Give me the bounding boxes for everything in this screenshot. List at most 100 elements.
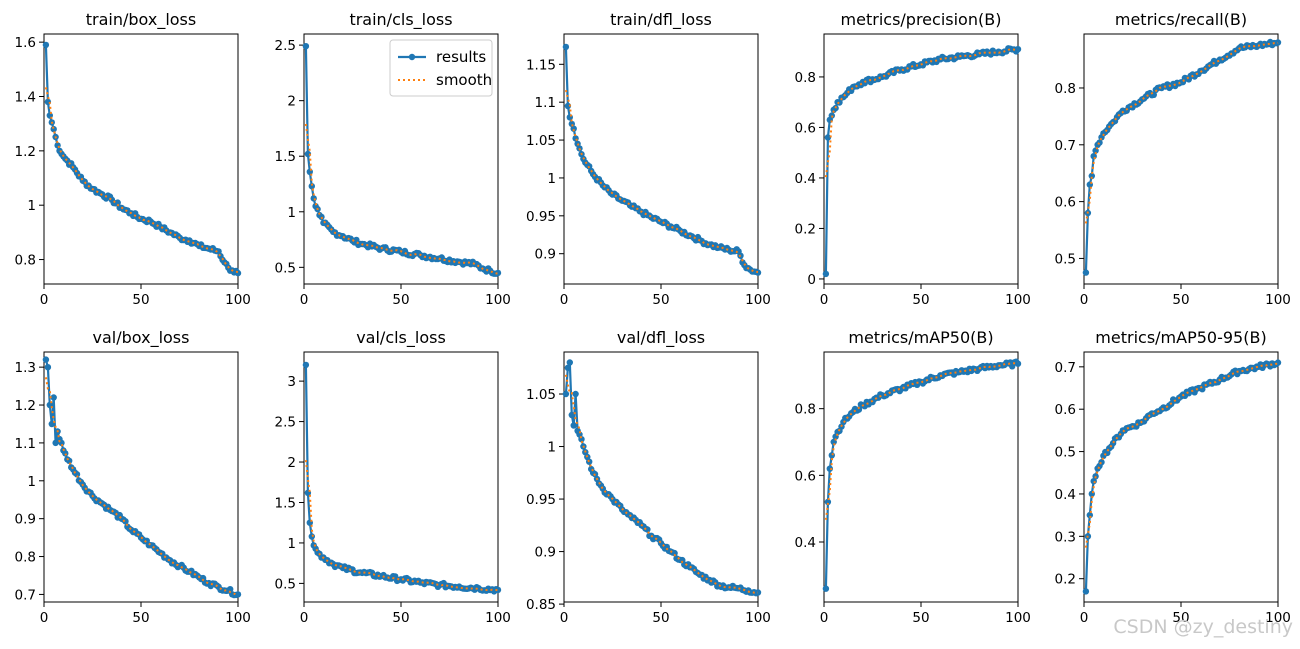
y-tick-label: 2.5 <box>275 38 296 54</box>
y-tick-label: 0.3 <box>1055 529 1076 545</box>
results-point <box>824 498 832 506</box>
results-point <box>234 591 242 598</box>
results-point <box>1014 46 1022 53</box>
x-tick-label: 100 <box>225 292 251 308</box>
smooth-line <box>44 377 239 596</box>
y-tick-label: 0.4 <box>795 171 816 187</box>
legend-results-marker <box>408 53 416 61</box>
results-point <box>234 269 242 277</box>
y-tick-label: 0.95 <box>526 492 556 508</box>
axes-frame <box>1083 33 1279 285</box>
smooth-line <box>44 87 239 274</box>
subplot-9: metrics/mAP50(B) 0 50 100 0.4 0.6 0.8 <box>795 328 1031 626</box>
y-tick-label: 0.9 <box>15 512 36 528</box>
results-point <box>318 213 325 221</box>
y-tick-label: 1 <box>547 440 556 456</box>
x-tick-label: 50 <box>1172 610 1189 626</box>
legend-box <box>389 39 493 97</box>
axes-frame <box>823 33 1019 285</box>
y-tick-label: 1.3 <box>15 360 36 376</box>
y-tick-label: 0.7 <box>1055 138 1076 154</box>
smooth-line <box>1084 41 1279 224</box>
smooth-line <box>304 459 499 592</box>
results-point <box>855 406 863 413</box>
results-point <box>308 533 315 540</box>
y-tick-label: 0.2 <box>1055 572 1076 588</box>
x-tick-label: 50 <box>652 610 669 626</box>
results-point <box>671 549 678 557</box>
subplot-8: val/dfl_loss 0 50 100 0.85 0.9 0.95 1 1.05 <box>526 328 771 626</box>
y-tick-label: 1.05 <box>526 387 556 403</box>
x-tick-label: 0 <box>300 610 309 626</box>
x-tick-label: 100 <box>745 610 771 626</box>
results-point <box>822 585 830 592</box>
legend: results smooth <box>389 39 493 97</box>
x-tick-label: 0 <box>40 292 49 308</box>
y-tick-label: 0.5 <box>275 576 296 592</box>
x-tick-label: 50 <box>1172 292 1189 308</box>
legend-results-label: results <box>436 48 486 66</box>
y-tick-label: 0.6 <box>795 120 816 136</box>
y-tick-label: 1.6 <box>15 35 36 51</box>
results-point <box>114 199 121 206</box>
y-tick-label: 0.8 <box>1055 81 1076 97</box>
results-point <box>562 390 570 398</box>
x-tick-label: 100 <box>1005 610 1031 626</box>
y-tick-label: 0.4 <box>1055 487 1076 503</box>
results-point <box>302 361 310 369</box>
results-line <box>1084 40 1279 273</box>
results-line <box>44 359 239 597</box>
subplot-5: metrics/recall(B) 0 50 100 0.5 0.6 0.7 0.8 <box>1055 10 1291 308</box>
x-tick-label: 50 <box>912 292 929 308</box>
results-line <box>304 364 499 594</box>
results-line <box>824 47 1019 274</box>
results-point <box>562 43 570 51</box>
y-tick-label: 0.8 <box>15 253 36 269</box>
results-point <box>494 269 502 277</box>
y-tick-label: 3 <box>287 374 296 390</box>
results-point <box>828 452 835 459</box>
y-tick-label: 0.6 <box>1055 402 1076 418</box>
y-tick-label: 0.8 <box>15 550 36 566</box>
results-point <box>1274 39 1282 46</box>
results-point <box>308 183 315 190</box>
x-tick-label: 50 <box>652 292 669 308</box>
y-tick-label: 2.5 <box>275 415 296 431</box>
results-point <box>1082 588 1090 595</box>
x-tick-label: 100 <box>745 292 771 308</box>
smooth-line <box>304 123 499 275</box>
x-tick-label: 50 <box>132 292 149 308</box>
smooth-line <box>564 374 758 594</box>
x-tick-label: 0 <box>820 610 829 626</box>
y-tick-label: 0.2 <box>795 221 816 237</box>
y-tick-label: 1.2 <box>15 144 36 160</box>
x-tick-label: 0 <box>1080 610 1089 626</box>
legend-smooth-label: smooth <box>436 71 492 89</box>
results-point <box>42 41 50 49</box>
axes-frame <box>563 351 759 603</box>
y-tick-label: 1.05 <box>526 133 556 149</box>
subplot-title: metrics/precision(B) <box>841 10 1002 29</box>
results-point <box>826 465 833 472</box>
x-tick-label: 100 <box>1265 610 1291 626</box>
subplot-title: val/cls_loss <box>356 328 446 348</box>
results-point <box>836 99 843 106</box>
results-line <box>824 360 1019 589</box>
results-point <box>353 236 360 244</box>
x-tick-label: 0 <box>1080 292 1089 308</box>
x-tick-label: 100 <box>485 292 511 308</box>
x-tick-label: 0 <box>300 292 309 308</box>
y-tick-label: 0.95 <box>526 209 556 225</box>
subplot-10: metrics/mAP50-95(B) 0 50 100 0.2 0.3 0.4 0.5 0.6… <box>1055 328 1291 626</box>
y-tick-label: 1 <box>287 205 296 221</box>
results-point <box>822 270 830 278</box>
axes-frame <box>823 351 1019 603</box>
results-point <box>578 436 585 443</box>
y-tick-label: 1.1 <box>535 95 556 111</box>
subplot-title: metrics/mAP50-95(B) <box>1095 328 1266 347</box>
subplot-title: metrics/recall(B) <box>1115 10 1247 29</box>
subplot-6: val/box_loss 0 50 100 0.7 0.8 0.9 1 1.1 1.2 1.3 <box>15 328 251 626</box>
subplot-2: train/cls_loss 0 50 100 0.5 1 1.5 2 2.5 results sm… <box>275 10 511 308</box>
y-tick-label: 0.9 <box>535 545 556 561</box>
